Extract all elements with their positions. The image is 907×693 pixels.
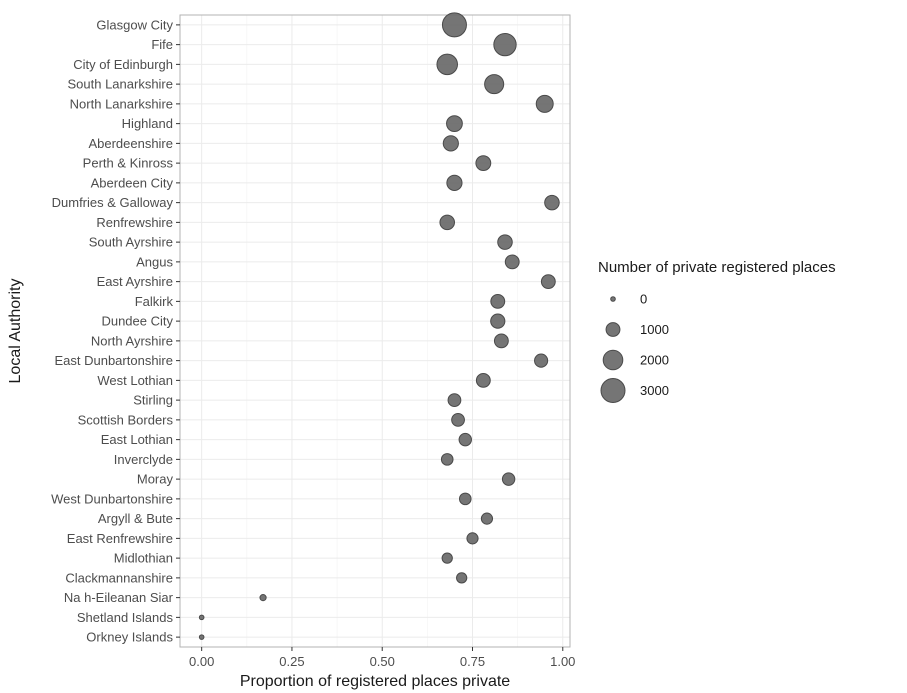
- data-point: [540, 274, 556, 290]
- legend-key-label: 1000: [640, 322, 669, 337]
- y-tick-label: North Ayrshire: [91, 333, 173, 348]
- y-tick-label: Clackmannanshire: [65, 570, 173, 585]
- grid-layer: [180, 15, 570, 647]
- y-tick-label: Shetland Islands: [77, 610, 174, 625]
- x-tick-label: 0.25: [279, 654, 304, 669]
- y-tick-label: Moray: [137, 472, 174, 487]
- x-axis-tick-labels: 0.00 0.25 0.50 0.75 1.00: [189, 647, 575, 669]
- size-legend: Number of private registered places 0 100…: [598, 259, 836, 403]
- data-point: [535, 94, 554, 113]
- x-tick-label: 0.50: [370, 654, 395, 669]
- data-point: [436, 53, 458, 76]
- legend-key-circle: [605, 322, 621, 337]
- data-point: [441, 552, 453, 564]
- data-point: [440, 453, 454, 466]
- y-tick-label: Orkney Islands: [86, 630, 173, 645]
- y-tick-label: Stirling: [133, 393, 173, 408]
- legend-title: Number of private registered places: [598, 259, 836, 276]
- y-tick-label: North Lanarkshire: [70, 96, 173, 111]
- data-point: [458, 432, 472, 447]
- data-point: [484, 74, 505, 95]
- data-point: [198, 614, 205, 621]
- data-point: [544, 194, 560, 211]
- y-tick-label: Angus: [136, 254, 173, 269]
- y-tick-label: South Lanarkshire: [67, 77, 173, 92]
- y-tick-label: Aberdeen City: [91, 175, 174, 190]
- x-tick-label: 0.00: [189, 654, 214, 669]
- x-tick-label: 1.00: [550, 654, 575, 669]
- y-tick-label: Na h-Eileanan Siar: [64, 590, 174, 605]
- legend-key-label: 0: [640, 292, 647, 307]
- y-tick-label: Argyll & Bute: [98, 511, 173, 526]
- y-tick-label: East Renfrewshire: [67, 531, 173, 546]
- data-point: [259, 594, 267, 602]
- data-point: [490, 313, 506, 329]
- y-tick-label: Aberdeenshire: [88, 136, 173, 151]
- data-point: [439, 214, 455, 231]
- data-point: [504, 254, 520, 270]
- data-point: [480, 512, 494, 525]
- data-point: [441, 12, 467, 38]
- y-tick-label: Fife: [151, 37, 173, 52]
- data-point: [493, 333, 509, 349]
- plot-panel-border: [179, 14, 571, 648]
- y-tick-label: East Dunbartonshire: [54, 353, 173, 368]
- y-tick-label: Renfrewshire: [96, 215, 173, 230]
- data-point: [442, 135, 459, 152]
- data-point: [466, 532, 479, 545]
- data-point: [493, 32, 517, 57]
- data-point: [446, 174, 463, 191]
- data-point: [497, 234, 513, 250]
- legend-key-circle: [600, 378, 626, 403]
- data-point: [458, 492, 472, 506]
- y-axis-tick-labels: Glasgow City Fife City of Edinburgh South L…: [51, 17, 180, 645]
- y-tick-label: East Ayrshire: [97, 274, 173, 289]
- y-tick-label: East Lothian: [101, 432, 173, 447]
- y-tick-label: Inverclyde: [114, 452, 173, 467]
- data-points: [198, 12, 560, 640]
- y-tick-label: Dundee City: [101, 314, 173, 329]
- y-tick-label: Highland: [122, 116, 173, 131]
- data-point: [475, 155, 492, 172]
- y-tick-label: Glasgow City: [96, 17, 173, 32]
- legend-key-label: 2000: [640, 353, 669, 368]
- legend-key-label: 3000: [640, 383, 669, 398]
- data-point: [456, 572, 468, 584]
- data-point: [475, 372, 491, 388]
- y-tick-label: West Dunbartonshire: [51, 491, 173, 506]
- y-tick-label: City of Edinburgh: [73, 57, 173, 72]
- legend-key-circle: [602, 349, 624, 371]
- data-point: [501, 472, 516, 486]
- data-point: [198, 634, 205, 640]
- y-axis-title: Local Authority: [7, 279, 24, 384]
- data-point: [447, 393, 462, 408]
- legend-keys: 0 1000 2000 3000: [600, 292, 669, 403]
- data-point: [446, 115, 463, 133]
- data-point: [490, 293, 506, 309]
- legend-key-circle: [610, 296, 616, 302]
- y-tick-label: Scottish Borders: [78, 412, 174, 427]
- data-point: [451, 412, 465, 427]
- y-tick-label: Falkirk: [135, 294, 174, 309]
- y-tick-label: Midlothian: [114, 551, 173, 566]
- y-tick-label: Perth & Kinross: [83, 156, 174, 171]
- x-tick-label: 0.75: [460, 654, 485, 669]
- x-axis-title: Proportion of registered places private: [240, 673, 510, 690]
- y-tick-label: Dumfries & Galloway: [52, 195, 174, 210]
- data-point: [534, 353, 549, 368]
- y-tick-label: South Ayrshire: [89, 235, 173, 250]
- y-tick-label: West Lothian: [97, 373, 173, 388]
